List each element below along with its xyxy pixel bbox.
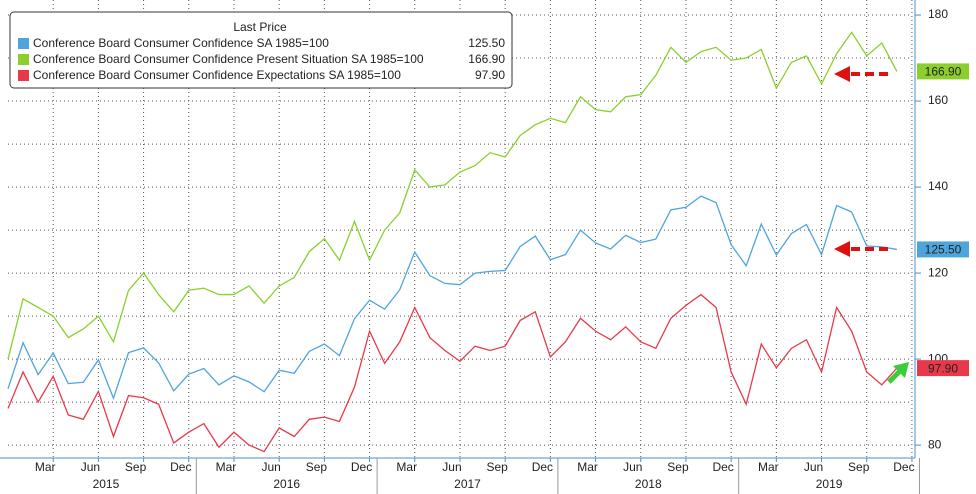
legend-label: Conference Board Consumer Confidence Pre… [33,52,424,66]
year-label: 2016 [273,477,300,491]
x-tick-label: Jun [81,460,100,474]
year-label: 2019 [816,477,843,491]
x-tick-label: Sep [306,460,328,474]
x-tick-label: Sep [848,460,870,474]
x-tick-label: Dec [170,460,191,474]
x-tick-label: Sep [125,460,147,474]
last-price-tag-label: 125.50 [925,243,962,257]
legend-title: Last Price [233,20,287,34]
last-price-tag [917,241,969,258]
legend-value: 97.90 [475,68,505,82]
x-tick-label: Mar [216,460,237,474]
y-tick-label: 120 [928,265,948,279]
year-label: 2015 [93,477,120,491]
last-price-tag-label: 166.90 [925,65,962,79]
legend-swatch [18,38,29,49]
legend-label: Conference Board Consumer Confidence Exp… [33,68,401,82]
series-line [7,195,897,401]
x-tick-label: Dec [893,460,914,474]
legend-swatch [18,70,29,81]
year-label: 2018 [635,477,662,491]
series-line [7,293,898,453]
legend-box [9,11,513,89]
x-tick-label: Mar [35,460,56,474]
legend-swatch [18,54,29,65]
arrows [834,66,909,384]
legend-value: 125.50 [468,36,505,50]
y-tick-label: 140 [928,179,948,193]
x-tick-label: Jun [623,460,642,474]
x-tick-label: Dec [532,460,553,474]
series-line [7,31,898,360]
last-price-tag [917,360,969,377]
x-tick-label: Dec [712,460,733,474]
y-tick-label: 160 [928,93,948,107]
x-tick-label: Sep [667,460,689,474]
last-price-tag-label: 97.90 [928,361,958,375]
x-tick-label: Jun [442,460,461,474]
y-tick-label: 80 [928,437,942,451]
x-tick-label: Jun [804,460,823,474]
x-tick-label: Mar [577,460,598,474]
legend-value: 166.90 [468,52,505,66]
x-tick-label: Dec [351,460,372,474]
x-tick-label: Mar [396,460,417,474]
last-price-tag [917,63,969,80]
x-tick-label: Mar [758,460,779,474]
year-label: 2017 [454,477,481,491]
x-tick-label: Jun [262,460,281,474]
y-tick-label: 180 [928,7,948,21]
legend-label: Conference Board Consumer Confidence SA … [33,36,329,50]
x-tick-label: Sep [486,460,508,474]
